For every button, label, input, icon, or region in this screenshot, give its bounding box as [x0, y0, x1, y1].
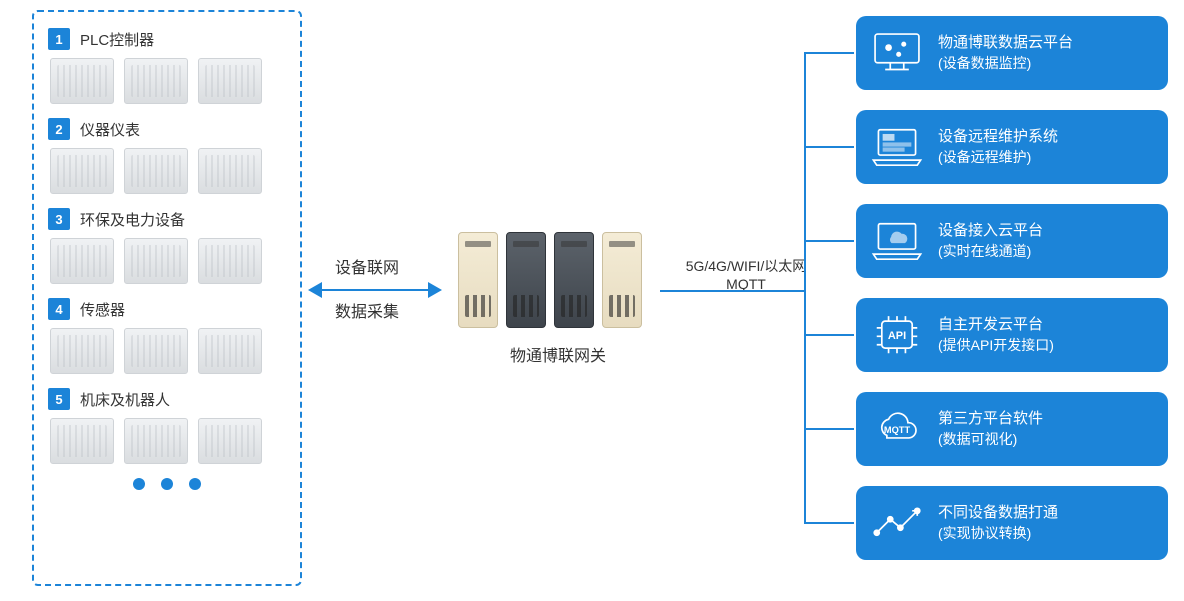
platform-card: 物通博联数据云平台 (设备数据监控) [856, 16, 1168, 90]
device-category: 3 环保及电力设备 [48, 208, 286, 284]
monitor-map-icon [870, 28, 924, 78]
category-thumbnails [48, 238, 286, 284]
category-title: 环保及电力设备 [80, 209, 185, 230]
gateway-device-icon [506, 232, 546, 328]
right-trunk-line [804, 52, 806, 524]
device-category-panel: 1 PLC控制器 2 仪器仪表 3 环保及电力设备 4 传感器 [32, 10, 302, 586]
branch-connector [804, 240, 854, 242]
card-subtitle: (实现协议转换) [938, 524, 1058, 543]
category-number: 5 [48, 388, 70, 410]
device-thumbnail [50, 148, 114, 194]
branch-connector [804, 146, 854, 148]
branch-connector [804, 334, 854, 336]
platform-card: API 自主开发云平台 (提供API开发接口) [856, 298, 1168, 372]
gateway-device-icon [554, 232, 594, 328]
platform-card: 设备接入云平台 (实时在线通道) [856, 204, 1168, 278]
gateway-label: 物通博联网关 [458, 342, 658, 366]
card-title: 自主开发云平台 [938, 315, 1054, 335]
device-category: 4 传感器 [48, 298, 286, 374]
platform-card: 不同设备数据打通 (实现协议转换) [856, 486, 1168, 560]
card-subtitle: (设备数据监控) [938, 54, 1073, 73]
device-thumbnail [50, 58, 114, 104]
label-device-connect: 设备联网 [335, 254, 399, 278]
device-category: 5 机床及机器人 [48, 388, 286, 464]
category-thumbnails [48, 148, 286, 194]
device-thumbnail [124, 148, 188, 194]
device-thumbnail [124, 238, 188, 284]
device-thumbnail [50, 238, 114, 284]
category-title: 机床及机器人 [80, 389, 170, 410]
svg-text:API: API [888, 330, 906, 342]
device-thumbnail [198, 238, 262, 284]
category-thumbnails [48, 418, 286, 464]
carousel-pager[interactable] [48, 478, 286, 490]
category-number: 4 [48, 298, 70, 320]
network-label: 5G/4G/WIFI/以太网 MQTT [676, 256, 816, 292]
card-title: 物通博联数据云平台 [938, 33, 1073, 53]
label-data-collect: 数据采集 [335, 298, 399, 322]
platform-card-list: 物通博联数据云平台 (设备数据监控) 设备远程维护系统 (设备远程维护) 设备接… [856, 16, 1168, 560]
device-thumbnail [198, 58, 262, 104]
device-thumbnail [50, 418, 114, 464]
device-thumbnail [124, 328, 188, 374]
card-title: 不同设备数据打通 [938, 503, 1058, 523]
network-line1: 5G/4G/WIFI/以太网 [676, 256, 816, 276]
device-thumbnail [50, 328, 114, 374]
device-thumbnail [198, 328, 262, 374]
api-chip-icon: API [870, 310, 924, 360]
platform-card: MQTT 第三方平台软件 (数据可视化) [856, 392, 1168, 466]
laptop-dash-icon [870, 122, 924, 172]
card-title: 第三方平台软件 [938, 409, 1043, 429]
gateway-device-icon [602, 232, 642, 328]
card-title: 设备远程维护系统 [938, 127, 1058, 147]
device-thumbnail [198, 148, 262, 194]
category-number: 1 [48, 28, 70, 50]
card-subtitle: (实时在线通道) [938, 242, 1043, 261]
device-thumbnail [124, 58, 188, 104]
device-thumbnail [198, 418, 262, 464]
branch-connector [804, 522, 854, 524]
category-thumbnails [48, 58, 286, 104]
diagram-canvas: 1 PLC控制器 2 仪器仪表 3 环保及电力设备 4 传感器 [0, 0, 1184, 601]
category-title: 传感器 [80, 299, 125, 320]
branch-connector [804, 52, 854, 54]
device-thumbnail [124, 418, 188, 464]
category-number: 2 [48, 118, 70, 140]
pager-dot[interactable] [161, 478, 173, 490]
pager-dot[interactable] [133, 478, 145, 490]
gateway-device-icon [458, 232, 498, 328]
gateway-devices [458, 232, 642, 328]
branch-connector [804, 428, 854, 430]
mqtt-cloud-icon: MQTT [870, 404, 924, 454]
svg-text:MQTT: MQTT [884, 425, 911, 435]
category-number: 3 [48, 208, 70, 230]
card-subtitle: (提供API开发接口) [938, 336, 1054, 355]
platform-card: 设备远程维护系统 (设备远程维护) [856, 110, 1168, 184]
network-connector [660, 290, 804, 292]
device-category: 1 PLC控制器 [48, 28, 286, 104]
card-subtitle: (设备远程维护) [938, 148, 1058, 167]
pager-dot[interactable] [189, 478, 201, 490]
laptop-cloud-icon [870, 216, 924, 266]
card-title: 设备接入云平台 [938, 221, 1043, 241]
card-subtitle: (数据可视化) [938, 430, 1043, 449]
category-title: PLC控制器 [80, 29, 154, 50]
category-thumbnails [48, 328, 286, 374]
convert-line-icon [870, 498, 924, 548]
arrow-panel-to-gateway [308, 282, 442, 298]
category-title: 仪器仪表 [80, 119, 140, 140]
device-category: 2 仪器仪表 [48, 118, 286, 194]
